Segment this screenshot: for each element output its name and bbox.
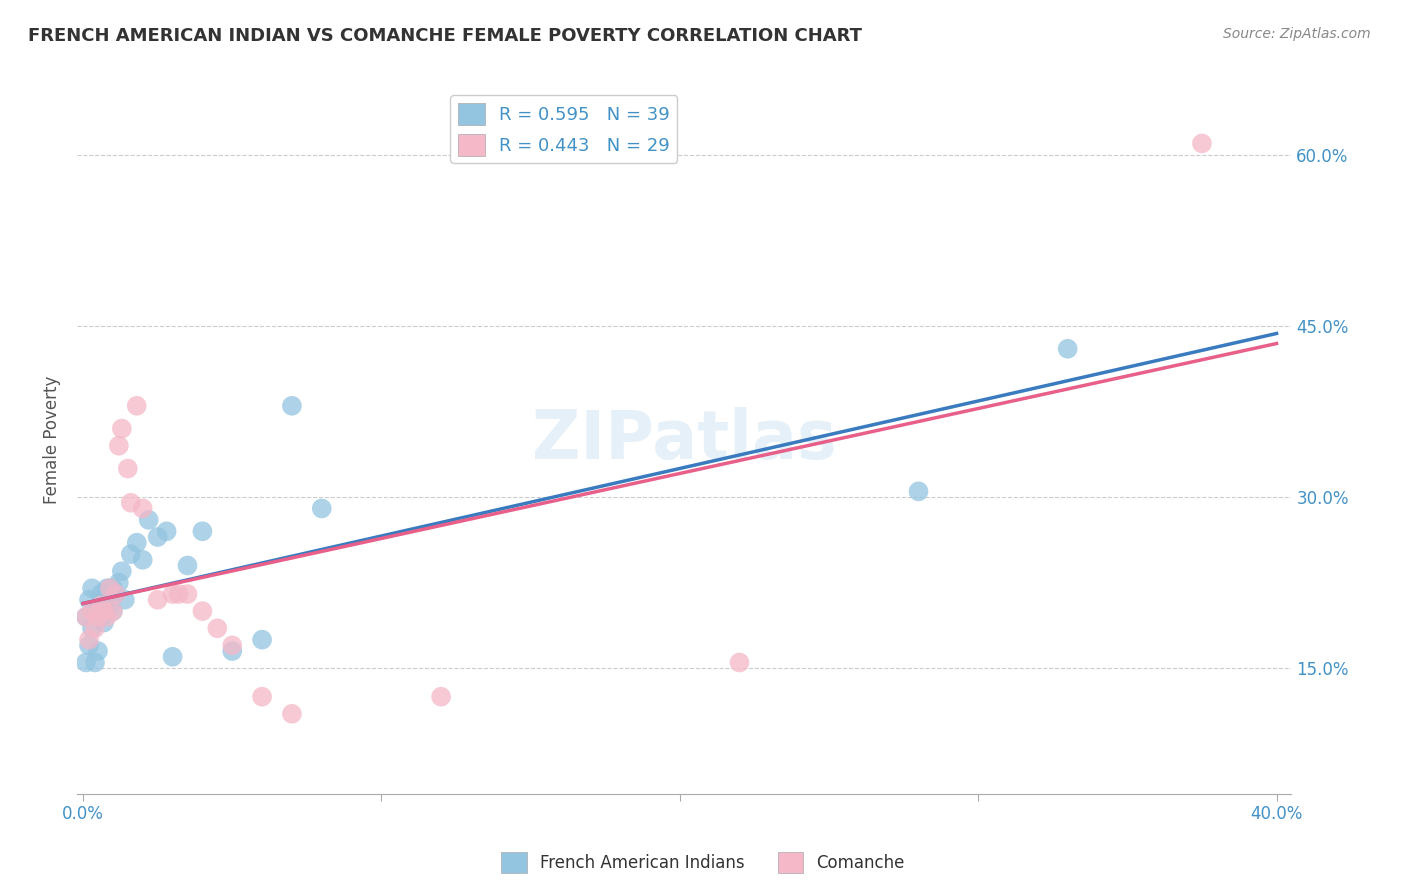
Point <box>96 610 118 624</box>
Legend: R = 0.595   N = 39, R = 0.443   N = 29: R = 0.595 N = 39, R = 0.443 N = 29 <box>450 95 678 163</box>
Point <box>132 501 155 516</box>
Point <box>114 592 136 607</box>
Point <box>75 656 97 670</box>
Point <box>125 535 148 549</box>
Point <box>75 610 97 624</box>
Point <box>84 656 107 670</box>
Point <box>907 484 929 499</box>
Point <box>98 582 121 596</box>
Point <box>191 604 214 618</box>
Point <box>728 656 751 670</box>
Point <box>98 587 121 601</box>
Point <box>207 621 229 635</box>
Point <box>75 610 97 624</box>
Point <box>155 524 177 539</box>
Point <box>101 604 124 618</box>
Point <box>117 461 139 475</box>
Point <box>84 604 107 618</box>
Point <box>108 575 131 590</box>
Point <box>104 587 127 601</box>
Point <box>90 587 112 601</box>
Point <box>120 547 142 561</box>
Point <box>77 632 100 647</box>
Point <box>93 604 115 618</box>
Point <box>281 706 304 721</box>
Point <box>1056 342 1078 356</box>
Y-axis label: Female Poverty: Female Poverty <box>44 376 60 504</box>
Point <box>250 690 273 704</box>
Point <box>90 610 112 624</box>
Point <box>111 564 134 578</box>
Text: Source: ZipAtlas.com: Source: ZipAtlas.com <box>1223 27 1371 41</box>
Point <box>430 690 453 704</box>
Point <box>221 644 243 658</box>
Legend: French American Indians, Comanche: French American Indians, Comanche <box>495 846 911 880</box>
Point <box>84 621 107 635</box>
Point <box>221 639 243 653</box>
Point <box>176 587 198 601</box>
Point <box>111 422 134 436</box>
Point <box>80 582 103 596</box>
Point <box>162 587 184 601</box>
Point <box>125 399 148 413</box>
Point <box>176 558 198 573</box>
Point <box>96 604 118 618</box>
Point <box>98 582 121 596</box>
Point <box>167 587 190 601</box>
Point <box>90 599 112 613</box>
Point <box>96 582 118 596</box>
Point <box>108 439 131 453</box>
Point <box>87 604 110 618</box>
Text: ZIPatlas: ZIPatlas <box>531 407 837 473</box>
Point <box>101 582 124 596</box>
Point <box>138 513 160 527</box>
Point <box>146 592 169 607</box>
Point <box>77 592 100 607</box>
Point <box>77 639 100 653</box>
Point <box>87 644 110 658</box>
Point <box>132 553 155 567</box>
Point <box>80 604 103 618</box>
Point <box>311 501 333 516</box>
Point <box>80 621 103 635</box>
Point <box>250 632 273 647</box>
Point <box>93 615 115 630</box>
Point <box>87 610 110 624</box>
Point <box>281 399 304 413</box>
Point <box>104 587 127 601</box>
Point <box>146 530 169 544</box>
Point <box>120 496 142 510</box>
Point <box>162 649 184 664</box>
Point <box>1191 136 1213 151</box>
Point <box>191 524 214 539</box>
Text: FRENCH AMERICAN INDIAN VS COMANCHE FEMALE POVERTY CORRELATION CHART: FRENCH AMERICAN INDIAN VS COMANCHE FEMAL… <box>28 27 862 45</box>
Point <box>101 604 124 618</box>
Point <box>93 592 115 607</box>
